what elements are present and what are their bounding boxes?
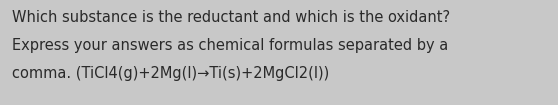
Text: comma. (TiCl4(g)+2Mg(l)→Ti(s)+2MgCl2(l)): comma. (TiCl4(g)+2Mg(l)→Ti(s)+2MgCl2(l)) — [12, 66, 329, 81]
Text: Which substance is the reductant and which is the oxidant?: Which substance is the reductant and whi… — [12, 10, 450, 25]
Text: Express your answers as chemical formulas separated by a: Express your answers as chemical formula… — [12, 38, 448, 53]
